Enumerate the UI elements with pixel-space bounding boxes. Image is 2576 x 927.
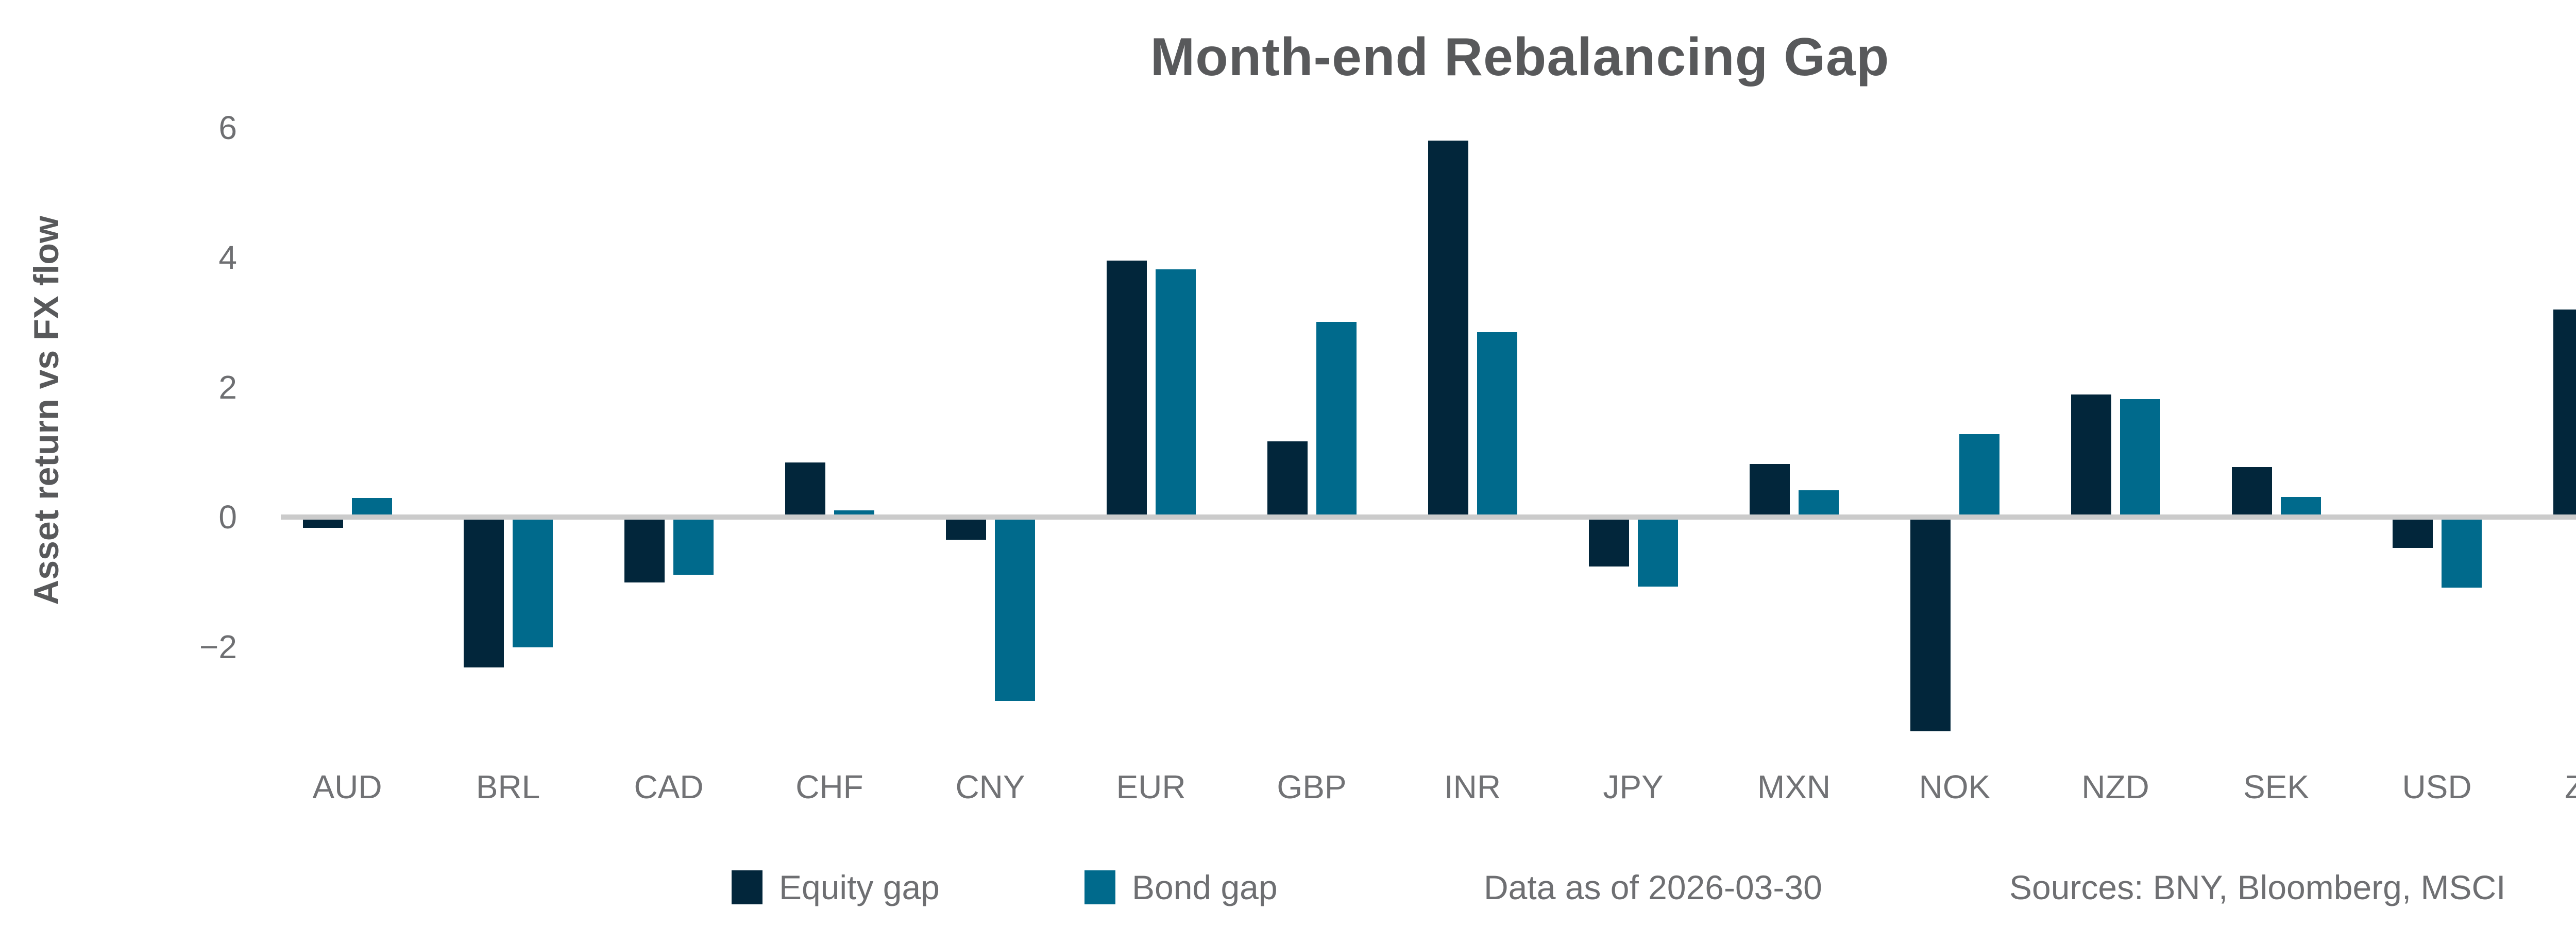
bar-equity-AUD (303, 517, 343, 528)
y-tick-label: −2 (199, 628, 237, 665)
bar-equity-INR (1428, 141, 1468, 517)
bar-equity-NZD (2071, 394, 2111, 517)
x-tick-label-USD: USD (2402, 768, 2472, 805)
x-tick-label-CAD: CAD (634, 768, 704, 805)
bar-equity-CNY (946, 517, 986, 540)
y-tick-label: 6 (218, 109, 237, 146)
bar-bond-AUD (352, 498, 392, 517)
y-axis-title: Asset return vs FX flow (27, 216, 66, 605)
legend-item-bond: Bond gap (1084, 859, 1278, 916)
chart-footer: Equity gap Bond gap Data as of 2026-03-3… (0, 859, 2576, 916)
x-tick-label-CHF: CHF (795, 768, 863, 805)
bar-equity-NOK (1910, 517, 1951, 731)
bar-equity-BRL (464, 517, 504, 668)
bar-bond-CAD (673, 517, 714, 575)
x-tick-label-ZAR: ZAR (2565, 768, 2576, 805)
x-tick-label-JPY: JPY (1603, 768, 1664, 805)
bar-bond-NZD (2120, 399, 2160, 517)
x-tick-label-NOK: NOK (1919, 768, 1991, 805)
bar-bond-USD (2442, 517, 2482, 588)
data-as-of-text: Data as of 2026-03-30 (1484, 868, 1822, 906)
bar-equity-CHF (785, 462, 825, 517)
x-tick-label-EUR: EUR (1116, 768, 1186, 805)
x-tick-label-BRL: BRL (476, 768, 540, 805)
bar-equity-JPY (1589, 517, 1629, 566)
bar-bond-MXN (1799, 490, 1839, 517)
legend-item-equity: Equity gap (732, 859, 940, 916)
bar-equity-ZAR (2553, 309, 2576, 517)
bar-bond-INR (1477, 332, 1517, 517)
bar-equity-EUR (1107, 261, 1147, 517)
equity-legend-swatch (732, 870, 762, 904)
x-tick-label-SEK: SEK (2243, 768, 2310, 805)
equity-legend-label: Equity gap (779, 868, 940, 906)
x-tick-label-MXN: MXN (1757, 768, 1831, 805)
chart-title: Month-end Rebalancing Gap (1150, 27, 1890, 87)
y-tick-label: 2 (218, 369, 237, 406)
y-tick-label: 4 (218, 239, 237, 276)
bar-equity-USD (2393, 517, 2433, 548)
x-tick-label-AUD: AUD (312, 768, 382, 805)
bar-bond-NOK (1959, 434, 1999, 517)
bar-equity-GBP (1267, 441, 1308, 517)
y-tick-label: 0 (218, 499, 237, 536)
bar-equity-CAD (624, 517, 665, 583)
x-axis-zero-line (281, 514, 2576, 520)
bar-bond-CNY (995, 517, 1035, 701)
x-tick-label-NZD: NZD (2081, 768, 2149, 805)
bar-bond-JPY (1638, 517, 1678, 587)
x-tick-label-INR: INR (1444, 768, 1501, 805)
bar-bond-GBP (1316, 321, 1357, 517)
x-tick-label-CNY: CNY (955, 768, 1025, 805)
bar-bond-BRL (513, 517, 553, 648)
sources-text: Sources: BNY, Bloomberg, MSCI (2009, 868, 2506, 906)
bar-equity-SEK (2232, 467, 2272, 517)
bar-equity-MXN (1750, 464, 1790, 517)
bond-legend-label: Bond gap (1132, 868, 1278, 906)
x-tick-label-GBP: GBP (1277, 768, 1347, 805)
bar-bond-SEK (2281, 496, 2321, 517)
bond-legend-swatch (1084, 870, 1115, 904)
bar-bond-EUR (1156, 269, 1196, 517)
